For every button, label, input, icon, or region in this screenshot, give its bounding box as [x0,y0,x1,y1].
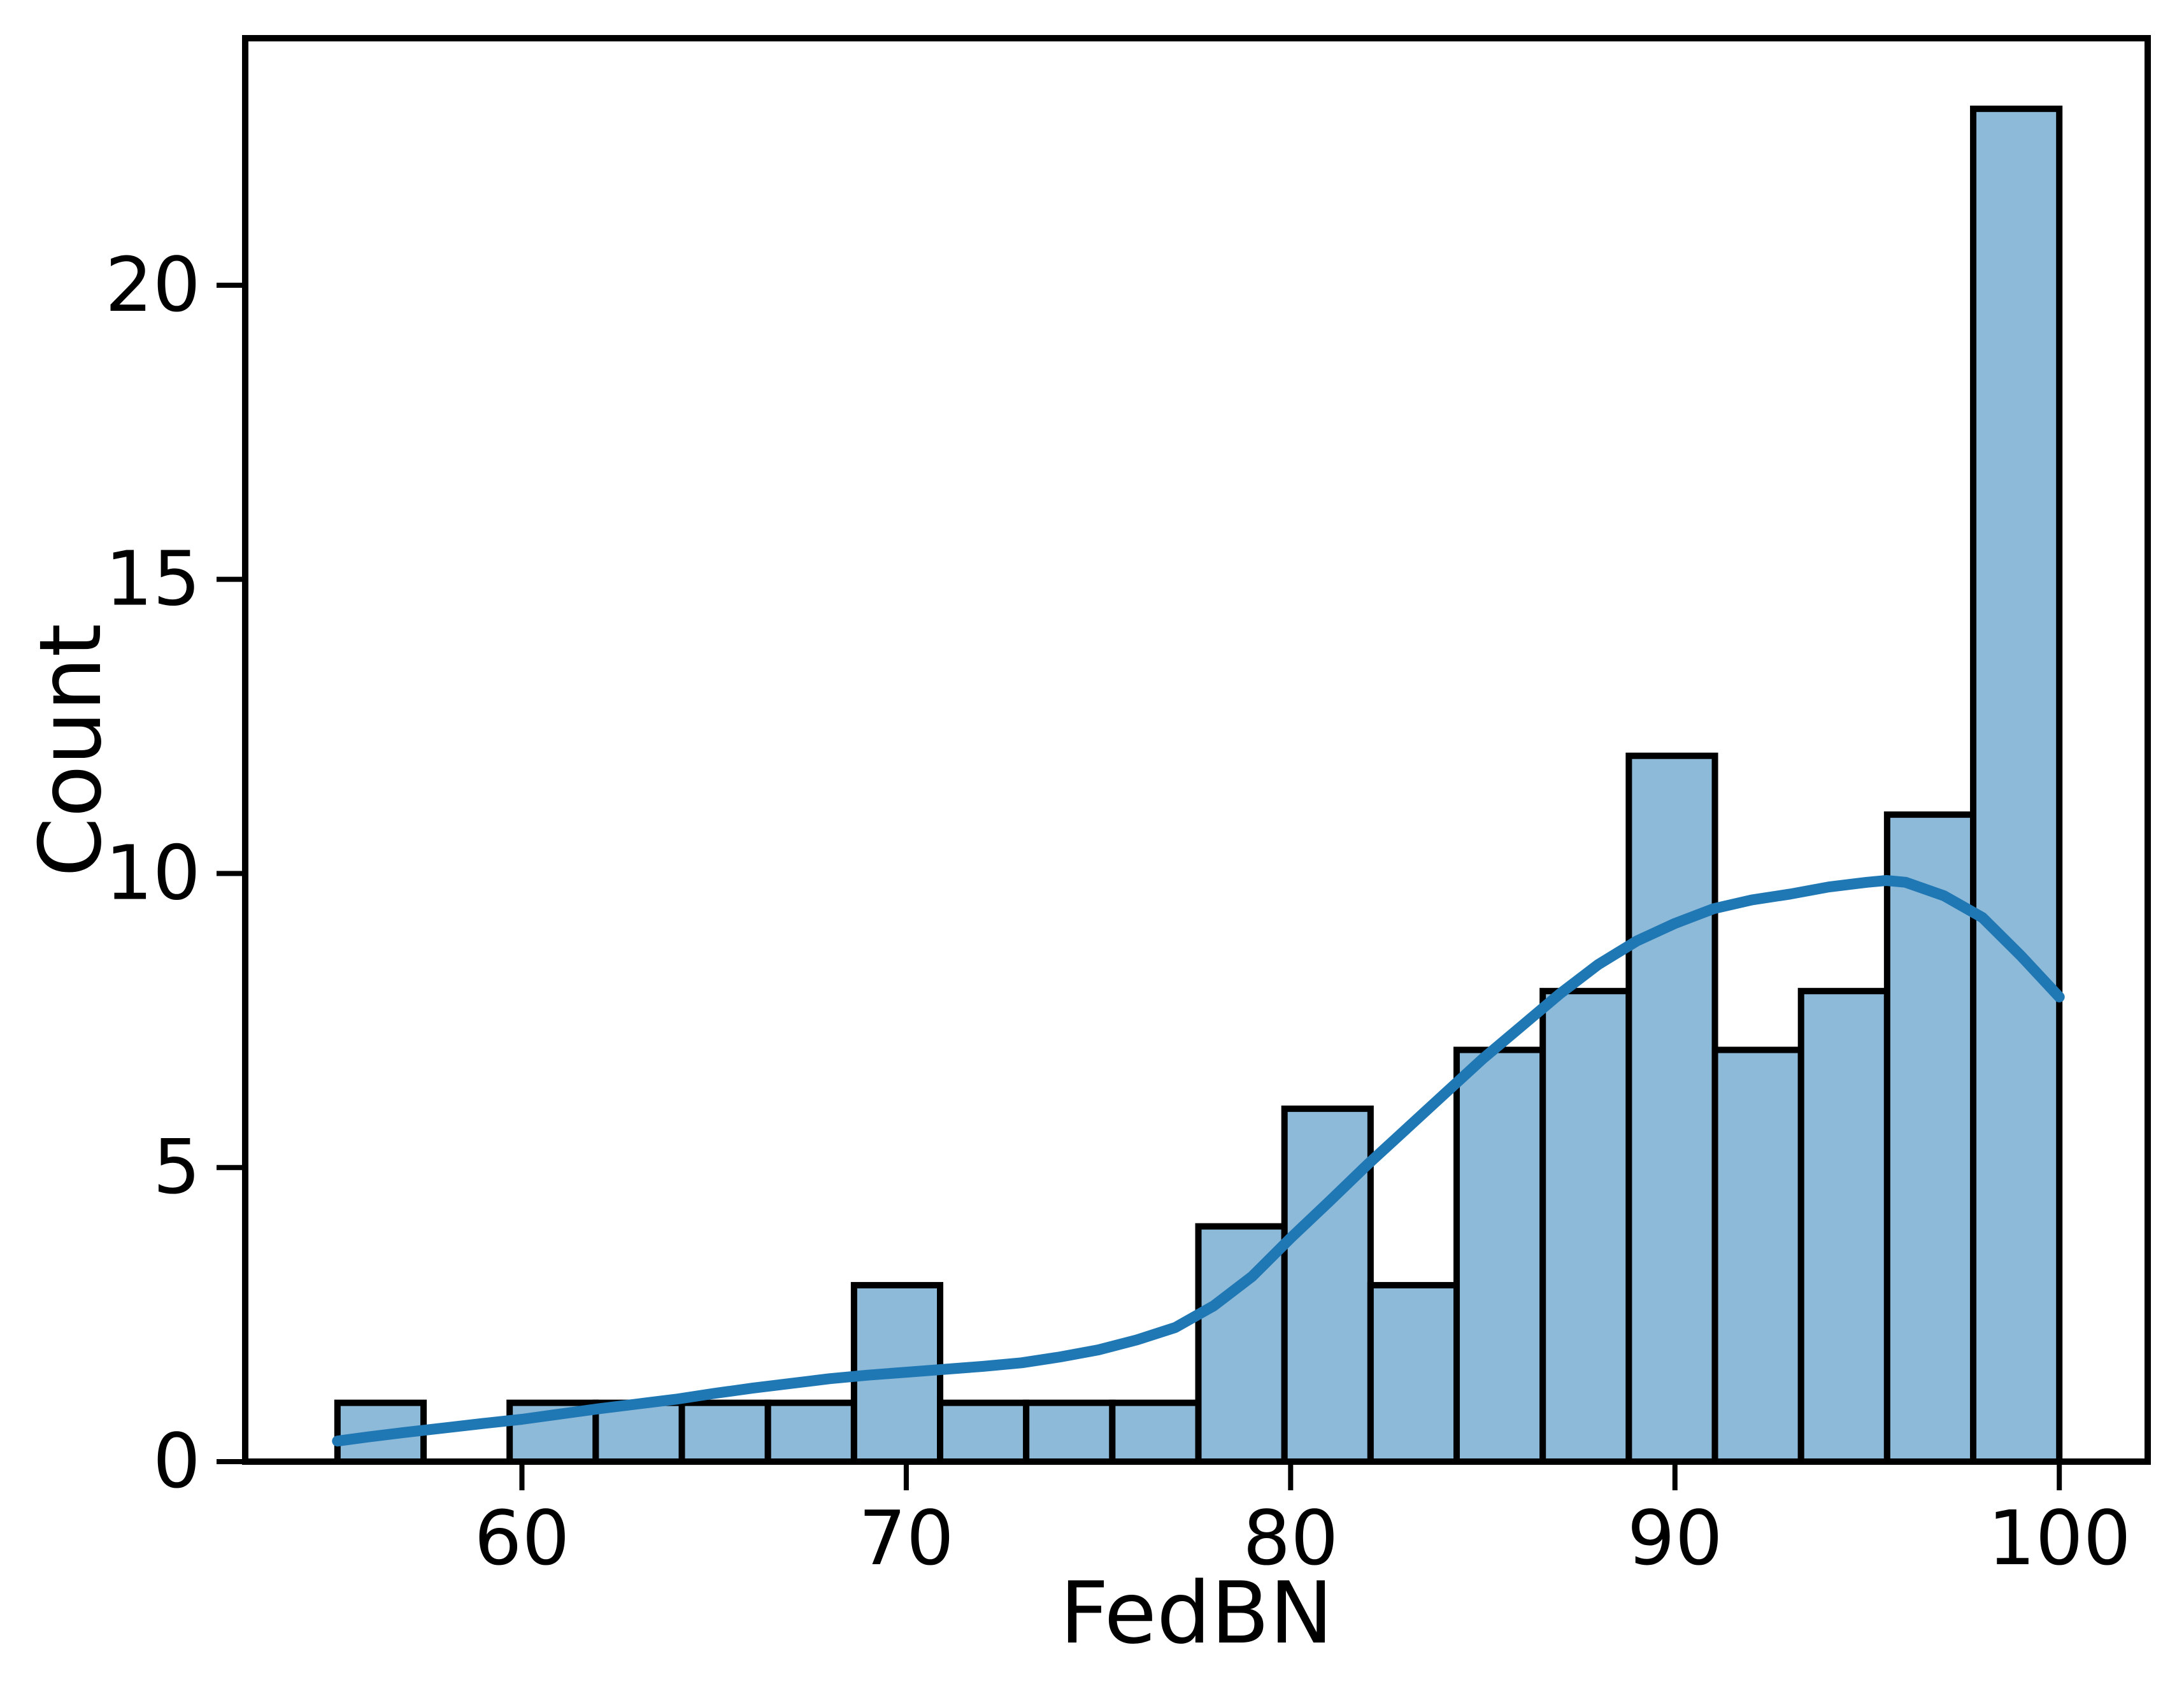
histogram-bar [1625,752,1718,1465]
y-tick-label: 10 [105,829,201,916]
x-tick-label: 60 [474,1494,569,1582]
histogram-bar [1970,105,2063,1465]
histogram-bar [1367,1281,1460,1465]
y-axis-title: Count [21,624,120,877]
x-tick-label: 70 [859,1494,954,1582]
histogram-bar [937,1399,1030,1465]
histogram-bar [1797,988,1890,1465]
y-tick-label: 20 [105,241,201,329]
kde-curve [332,875,2065,1447]
histogram-bar [1023,1399,1116,1465]
histogram-bar [1883,811,1977,1465]
y-tick-label: 15 [105,535,201,623]
axes-spines [242,35,2151,1465]
x-axis-title: FedBN [1059,1564,1334,1663]
histogram-bar [1453,1046,1546,1465]
histogram-bar [1539,988,1632,1465]
x-tick-label: 100 [1988,1494,2131,1582]
x-tick-label: 90 [1627,1494,1723,1582]
histogram-bar [1109,1399,1202,1465]
y-tick-label: 0 [153,1417,201,1505]
x-tick-label: 80 [1243,1494,1338,1582]
histogram-bar [764,1399,857,1465]
histogram-bar [678,1399,771,1465]
histogram-bar [1711,1046,1804,1465]
histogram-bar [1281,1105,1374,1465]
y-tick-label: 5 [153,1123,201,1211]
